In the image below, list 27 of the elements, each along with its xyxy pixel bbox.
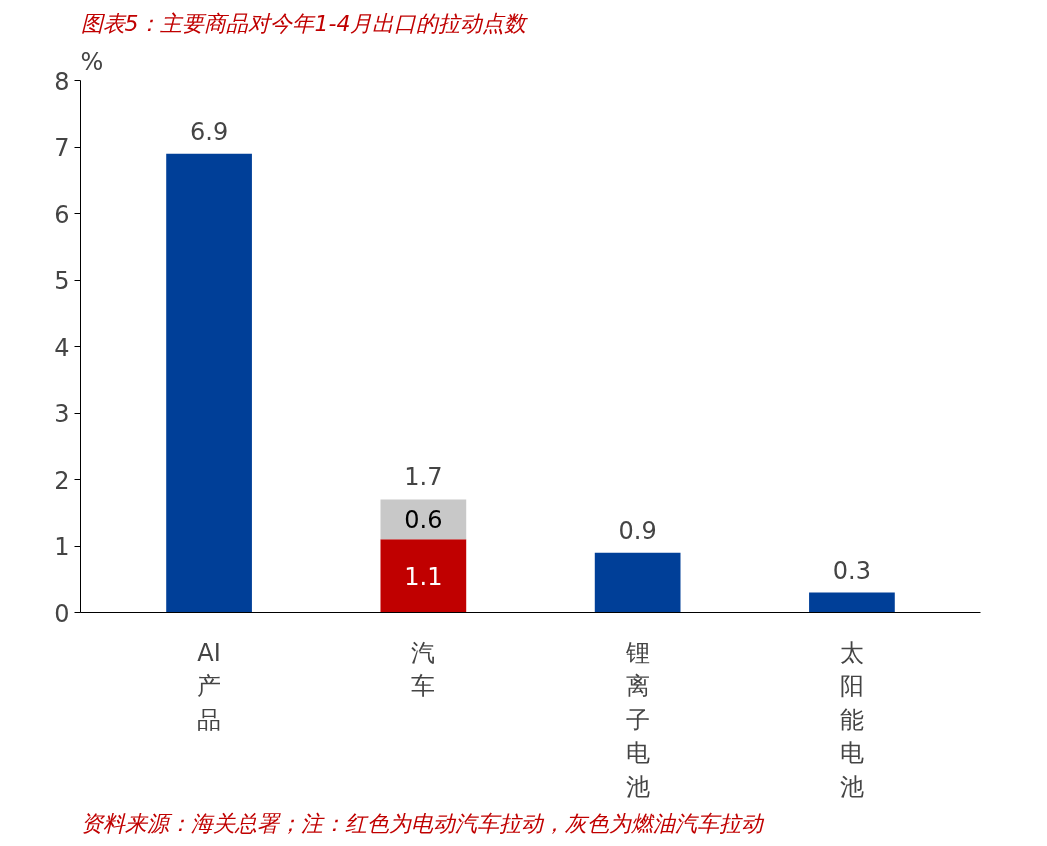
y-axis-title: % <box>80 47 104 76</box>
y-tick-label: 7 <box>54 134 70 162</box>
y-tick-label: 1 <box>54 533 70 561</box>
y-tick-label: 0 <box>54 599 70 628</box>
data-label: 0.9 <box>618 516 657 545</box>
y-tick-label: 5 <box>54 267 70 295</box>
x-tick-label: 太阳能电池 <box>839 638 864 801</box>
bar <box>809 592 895 613</box>
x-tick-label: 锂离子电池 <box>624 638 650 801</box>
x-tick-label: 汽车 <box>411 638 436 701</box>
bar <box>380 499 467 540</box>
text: 资料来源：海关总署；注：红色为电动汽车拉动，灰色为燃油汽车拉动 <box>80 810 765 836</box>
bar <box>380 539 467 613</box>
total-label: 1.7 <box>404 463 443 492</box>
data-label: 6.9 <box>189 117 229 146</box>
y-tick-label: 6 <box>54 200 70 229</box>
y-tick-label: 4 <box>54 333 70 362</box>
chart-title: 图表5：主要商品对今年1-4月出口的拉动点数 <box>80 10 529 36</box>
y-tick-label: 3 <box>54 400 70 428</box>
bar <box>594 552 681 613</box>
data-label: 1.1 <box>404 562 443 591</box>
data-label: 0.3 <box>832 556 872 585</box>
y-tick-label: 8 <box>54 67 70 96</box>
data-label: 0.6 <box>404 506 443 535</box>
x-tick-label: AI产品 <box>197 638 222 734</box>
y-tick-label: 2 <box>54 466 70 495</box>
bar <box>166 153 252 613</box>
